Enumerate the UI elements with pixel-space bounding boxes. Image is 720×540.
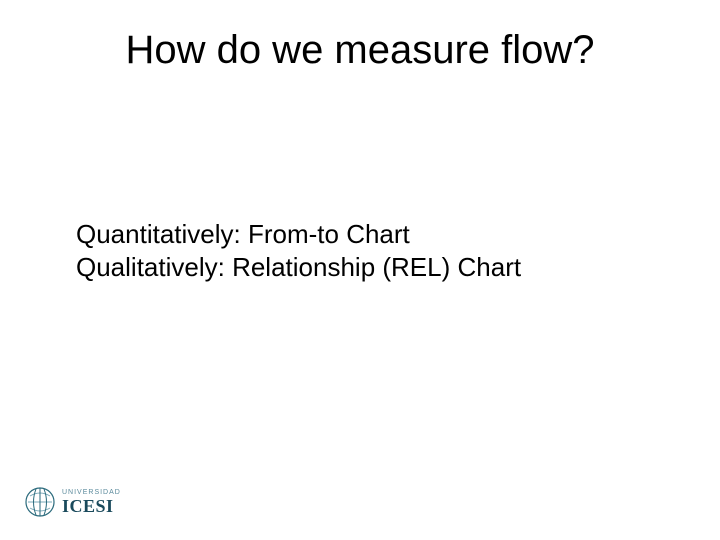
body-line-2: Qualitatively: Relationship (REL) Chart [76,251,656,284]
logo-mark-icon [24,486,56,518]
slide-body: Quantitatively: From-to Chart Qualitativ… [76,218,656,283]
logo-text: UNIVERSIDAD ICESI [62,489,121,515]
slide-title: How do we measure flow? [0,28,720,73]
slide: How do we measure flow? Quantitatively: … [0,0,720,540]
logo-name: ICESI [62,497,121,515]
university-logo: UNIVERSIDAD ICESI [24,486,121,518]
body-line-1: Quantitatively: From-to Chart [76,218,656,251]
logo-top-label: UNIVERSIDAD [62,489,121,496]
